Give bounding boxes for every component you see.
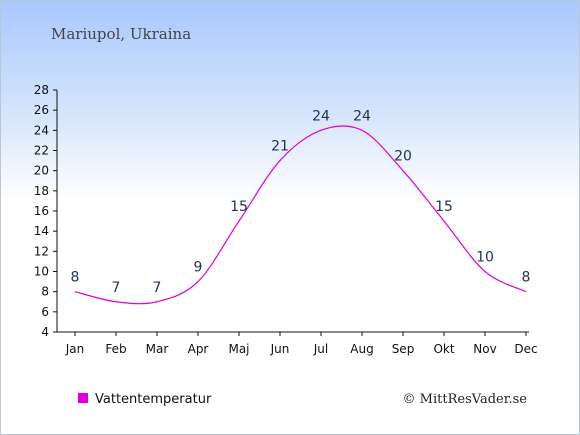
legend-swatch bbox=[78, 393, 88, 403]
x-tick-label: Nov bbox=[473, 342, 496, 356]
data-label: 7 bbox=[153, 280, 162, 296]
y-tick-label: 10 bbox=[34, 265, 49, 279]
data-labels: 8 7 7 9 15 21 24 24 20 15 10 8 bbox=[71, 108, 531, 295]
y-tick-label: 16 bbox=[34, 204, 49, 218]
y-tick-label: 22 bbox=[34, 144, 49, 158]
axes bbox=[56, 90, 529, 333]
y-tick-label: 12 bbox=[34, 244, 49, 258]
y-tick-label: 24 bbox=[34, 123, 49, 137]
y-tick-label: 14 bbox=[34, 224, 49, 238]
data-label: 15 bbox=[435, 199, 453, 215]
x-tick-label: Apr bbox=[188, 342, 209, 356]
x-tick-label: Dec bbox=[514, 342, 537, 356]
x-tick-label: Sep bbox=[392, 342, 415, 356]
y-tick-label: 18 bbox=[34, 184, 49, 198]
copyright-text: © MittResVader.se bbox=[403, 392, 528, 407]
data-label: 8 bbox=[71, 270, 80, 286]
y-tick-label: 8 bbox=[41, 285, 49, 299]
data-label: 9 bbox=[194, 260, 203, 276]
x-tick-label: Jun bbox=[270, 342, 290, 356]
data-label: 7 bbox=[112, 280, 121, 296]
data-label: 15 bbox=[230, 199, 248, 215]
data-label: 24 bbox=[312, 108, 330, 124]
data-label: 20 bbox=[394, 149, 412, 165]
x-tick-label: Okt bbox=[433, 342, 454, 356]
series-line-vattentemperatur bbox=[74, 125, 527, 305]
chart-title: Mariupol, Ukraina bbox=[51, 25, 191, 43]
data-label: 10 bbox=[476, 250, 494, 266]
y-tick-label: 26 bbox=[34, 103, 49, 117]
y-tick-label: 20 bbox=[34, 164, 49, 178]
data-label: 21 bbox=[271, 139, 289, 155]
x-tick-label: Jan bbox=[65, 342, 85, 356]
y-tick-label: 4 bbox=[41, 325, 49, 339]
data-label: 8 bbox=[522, 270, 531, 286]
legend-label: Vattentemperatur bbox=[95, 392, 212, 407]
x-axis-ticks: Jan Feb Mar Apr Maj Jun Jul Aug Sep Okt Nov Dec bbox=[65, 332, 538, 356]
x-tick-label: Feb bbox=[105, 342, 126, 356]
y-axis-ticks: 4 6 8 10 12 14 16 18 20 22 24 26 28 bbox=[34, 83, 57, 339]
x-tick-label: Jul bbox=[313, 342, 328, 356]
x-tick-label: Aug bbox=[350, 342, 373, 356]
y-tick-label: 6 bbox=[41, 305, 49, 319]
x-tick-label: Maj bbox=[228, 342, 249, 356]
x-tick-label: Mar bbox=[146, 342, 169, 356]
data-label: 24 bbox=[353, 108, 371, 124]
legend: Vattentemperatur bbox=[78, 392, 212, 407]
y-tick-label: 28 bbox=[34, 83, 49, 97]
